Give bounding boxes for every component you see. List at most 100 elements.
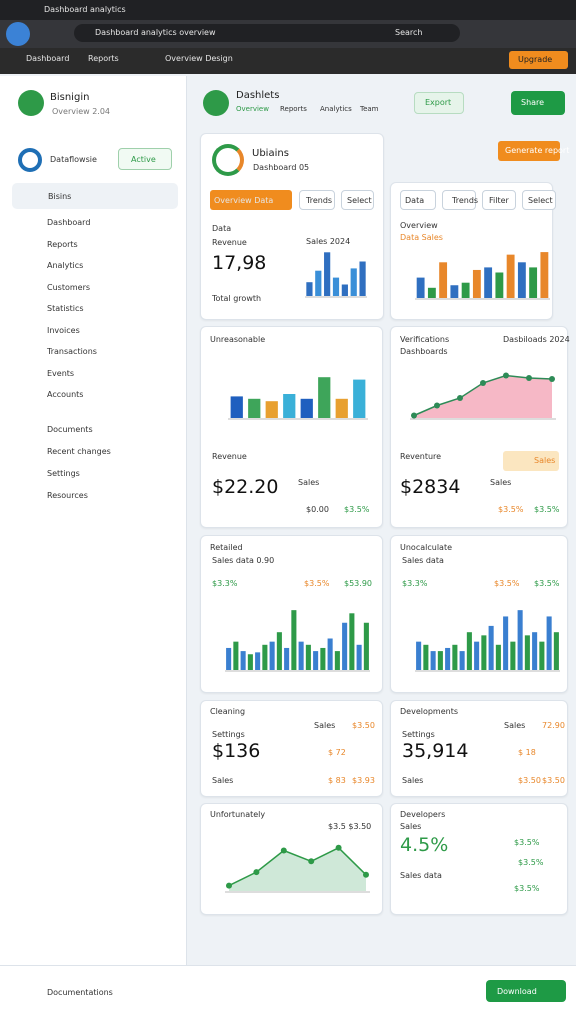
bar <box>445 647 451 670</box>
bar <box>262 644 268 670</box>
bar <box>247 654 253 670</box>
bar <box>532 632 538 670</box>
nav-tab: Reports <box>280 105 307 113</box>
tab-button[interactable] <box>341 190 374 210</box>
upgrade-button[interactable] <box>509 51 568 69</box>
tab-label: Select <box>347 196 372 205</box>
stat: $3.5% <box>498 505 524 514</box>
bar <box>452 644 458 670</box>
generate-button[interactable] <box>498 141 560 161</box>
button-label: Download <box>497 987 537 996</box>
bar <box>495 272 504 298</box>
bar <box>269 641 275 670</box>
nav-item: Settings <box>47 469 80 478</box>
bar <box>320 647 326 670</box>
point <box>503 372 509 379</box>
chart <box>225 844 370 893</box>
donut-icon <box>212 144 244 176</box>
area <box>414 375 552 418</box>
brand: Bisnigin <box>50 92 90 103</box>
brand-subtitle: Overview 2.04 <box>52 107 111 116</box>
user-name: Dataflowsie <box>50 155 97 164</box>
point <box>280 847 287 854</box>
bar <box>430 651 436 670</box>
bar <box>359 261 366 296</box>
bar <box>461 282 470 298</box>
url: Dashboard analytics overview <box>95 28 216 37</box>
bar <box>474 641 480 670</box>
tag: Dasbiloads 2024 <box>503 335 570 344</box>
stat: $3.5% <box>344 505 370 514</box>
sidebar-search[interactable] <box>12 183 178 209</box>
card-subtitle: Settings <box>402 730 435 739</box>
bar <box>517 610 523 670</box>
card-label: Revenue <box>212 452 247 461</box>
bar <box>439 262 448 298</box>
share-button[interactable] <box>511 91 565 115</box>
active-button[interactable] <box>118 148 172 170</box>
bar <box>349 613 355 670</box>
button-label: Export <box>425 98 452 107</box>
bar <box>342 622 348 670</box>
bar <box>472 269 481 298</box>
nav-item: Invoices <box>47 325 80 335</box>
card-label: Data <box>212 224 232 233</box>
tab-label: Overview Data <box>214 196 274 205</box>
bookmarks-bar <box>0 48 576 74</box>
card <box>200 700 383 797</box>
bar <box>353 379 366 418</box>
bar <box>481 635 487 670</box>
back-button[interactable] <box>6 22 30 46</box>
bar <box>416 277 425 298</box>
bar <box>276 632 282 670</box>
bookmark: Dashboard <box>26 54 70 63</box>
bar <box>540 252 549 298</box>
tab-button[interactable] <box>299 190 335 210</box>
bar <box>459 651 465 670</box>
annotation: $3.5 $3.50 <box>328 822 372 831</box>
tab-button[interactable] <box>210 190 292 210</box>
bar <box>517 262 526 298</box>
export-button[interactable] <box>414 92 464 114</box>
nav-tab: Analytics <box>320 105 352 113</box>
tab-button[interactable] <box>482 190 516 210</box>
item: 72.90 <box>542 721 565 730</box>
item: Sales data <box>400 871 442 880</box>
nav-item: Customers <box>47 282 91 292</box>
bar <box>291 610 297 670</box>
bar <box>318 377 331 418</box>
chart <box>410 372 556 420</box>
bar <box>529 267 538 298</box>
bar <box>356 644 362 670</box>
bar <box>423 644 429 670</box>
tab-label: Trends <box>452 196 479 205</box>
item: Sales <box>314 721 336 730</box>
download-button[interactable] <box>486 980 566 1002</box>
tab-button[interactable] <box>400 190 436 210</box>
tab-button[interactable] <box>522 190 556 210</box>
bar <box>283 394 296 418</box>
bar <box>230 396 243 418</box>
bar <box>255 652 261 670</box>
footer-link: Documentations <box>47 988 113 997</box>
card-title: Developments <box>400 707 459 716</box>
item: $3.5% <box>518 858 544 867</box>
bar <box>427 287 436 298</box>
badge <box>503 451 559 471</box>
card-title: Cleaning <box>210 707 246 716</box>
tab-button[interactable] <box>442 190 476 210</box>
nav-item: Reports <box>47 239 78 249</box>
bar <box>248 398 261 418</box>
bar <box>332 277 340 296</box>
item: $ 83 <box>328 776 346 785</box>
item: $3.50 <box>542 776 565 785</box>
address-bar[interactable] <box>74 24 460 42</box>
nav-item: Analytics <box>47 261 84 270</box>
stat: $0.00 <box>306 505 329 514</box>
item: $3.93 <box>352 776 375 785</box>
card-label: Reventure <box>400 452 442 461</box>
bar <box>327 638 333 670</box>
stat: $3.5% <box>534 505 560 514</box>
nav-item: Events <box>47 368 75 378</box>
bar <box>450 285 459 298</box>
